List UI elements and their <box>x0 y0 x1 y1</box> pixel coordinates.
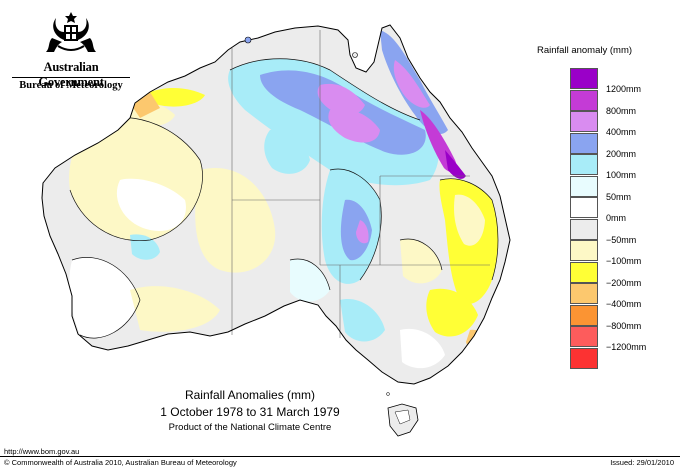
coat-of-arms-icon <box>46 12 96 52</box>
legend-swatch <box>570 154 598 175</box>
legend-swatch <box>570 347 598 369</box>
issued-date: Issued: 29/01/2010 <box>610 458 674 467</box>
legend-label: −50mm <box>606 234 637 245</box>
legend-swatch <box>570 283 598 304</box>
legend-swatch <box>570 197 598 218</box>
legend-label: 100mm <box>606 170 637 180</box>
legend-swatch <box>570 111 598 132</box>
legend-label: −1200mm <box>606 342 647 352</box>
island <box>352 52 358 58</box>
legend-label: −200mm <box>606 277 642 288</box>
legend-label: −800mm <box>606 320 642 331</box>
legend-label: 0mm <box>606 213 626 223</box>
legend-swatch <box>570 304 598 326</box>
legend-swatch <box>570 261 598 283</box>
legend-swatch <box>570 240 598 261</box>
legend-label: 800mm <box>606 105 637 116</box>
legend-swatch <box>570 175 598 197</box>
legend-swatch <box>570 218 598 240</box>
state-borders <box>231 30 490 338</box>
copyright-text: © Commonwealth of Australia 2010, Austra… <box>4 458 237 467</box>
legend-swatch <box>570 132 598 154</box>
map-credit: Product of the National Climate Centre <box>168 422 332 433</box>
footer-divider <box>0 456 680 457</box>
map-title: Rainfall Anomalies (mm) <box>184 388 316 402</box>
government-name: Australian Government <box>38 60 104 89</box>
legend-swatch <box>570 68 598 89</box>
legend-swatch <box>570 89 598 111</box>
header-divider <box>12 77 130 78</box>
legend-label: 400mm <box>606 127 637 137</box>
map-date-range: 1 October 1978 to 31 March 1979 <box>160 405 340 419</box>
website-link[interactable]: http://www.bom.gov.au <box>4 447 80 456</box>
legend-swatch <box>570 326 598 347</box>
legend-title: Rainfall anomaly (mm) <box>537 45 633 56</box>
legend-label: −100mm <box>606 256 642 266</box>
legend-label: −400mm <box>606 299 642 309</box>
legend-label: 50mm <box>606 191 632 202</box>
legend-label: 1200mm <box>606 84 642 94</box>
agency-name: Bureau of Meteorology <box>19 80 123 91</box>
island <box>386 392 390 396</box>
island <box>244 36 252 44</box>
legend-label: 200mm <box>606 148 637 159</box>
